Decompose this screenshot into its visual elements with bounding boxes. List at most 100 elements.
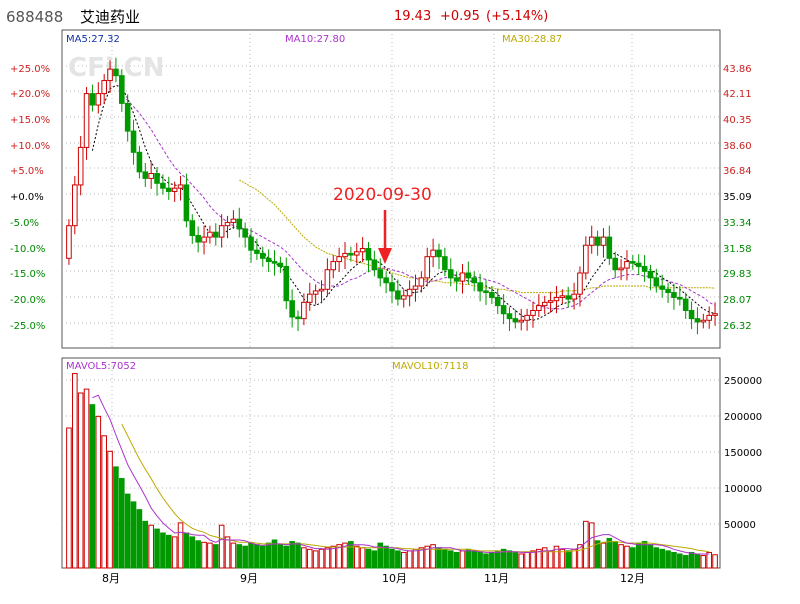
y-right-label: 31.58 xyxy=(723,244,752,255)
volume-bar xyxy=(142,520,149,569)
candle xyxy=(189,214,196,244)
candle xyxy=(359,237,366,263)
y-right-label: 36.84 xyxy=(723,166,752,177)
candle xyxy=(506,307,513,332)
volume-bar xyxy=(583,520,589,569)
volume-bar xyxy=(183,532,190,569)
candle xyxy=(236,207,243,238)
volume-bar xyxy=(77,392,84,569)
candle xyxy=(512,309,519,329)
candle xyxy=(312,284,319,305)
stock-change-pct: (+5.14%) xyxy=(486,9,548,24)
y-left-label: -25.0% xyxy=(10,321,45,332)
volume-bar xyxy=(353,545,360,569)
stock-change: +0.95 xyxy=(440,9,480,24)
volume-bar xyxy=(113,466,119,569)
vol-y-label: 100000 xyxy=(724,484,762,495)
volume-bar xyxy=(430,544,436,569)
volume-bar xyxy=(324,547,331,569)
candle xyxy=(665,282,671,303)
candle xyxy=(659,274,665,298)
candle xyxy=(518,308,525,331)
volume-bar xyxy=(330,545,337,569)
volume-bar xyxy=(477,551,483,569)
candle xyxy=(230,210,237,229)
candle xyxy=(700,313,707,329)
vol-y-label: 50000 xyxy=(724,520,756,531)
volume-bar xyxy=(236,544,243,569)
volume-bar xyxy=(618,544,624,569)
volume-bar xyxy=(189,536,196,569)
volume-bar xyxy=(177,522,184,569)
candle xyxy=(630,255,636,270)
candle xyxy=(77,136,84,196)
candle xyxy=(289,289,295,328)
candle xyxy=(89,84,96,112)
y-axis-right: 43.86 42.11 40.35 38.60 36.84 35.09 33.3… xyxy=(723,64,752,332)
candle xyxy=(682,292,689,319)
candle xyxy=(547,291,554,313)
volume-bar xyxy=(212,544,219,569)
candle xyxy=(494,288,501,315)
volume-bar xyxy=(224,536,231,569)
volume-bar xyxy=(489,551,495,569)
y-right-label: 38.60 xyxy=(723,141,752,152)
candle xyxy=(618,259,624,281)
candle xyxy=(148,162,154,189)
volume-bars xyxy=(66,373,718,569)
volume-bar xyxy=(453,551,460,569)
volume-bar xyxy=(154,528,160,569)
candle xyxy=(536,294,542,318)
volume-bar xyxy=(101,435,107,569)
candle xyxy=(265,249,272,273)
candle xyxy=(465,261,472,285)
volume-bar xyxy=(406,550,413,569)
candle xyxy=(436,243,442,270)
volume-bar xyxy=(83,388,90,569)
y-left-label: +15.0% xyxy=(10,115,50,126)
volume-bar xyxy=(383,545,389,569)
ma10-line xyxy=(121,96,716,310)
candle xyxy=(447,258,454,287)
candle xyxy=(177,175,184,201)
legend-ma10: MA10:27.80 xyxy=(285,34,345,45)
volume-bar xyxy=(459,550,466,569)
candle xyxy=(641,255,648,282)
volume-bar xyxy=(436,547,442,569)
candle xyxy=(130,119,137,165)
volume-y-axis: 250000 200000 150000 100000 50000 xyxy=(724,376,762,531)
y-left-label: -10.0% xyxy=(10,244,45,255)
volume-bar xyxy=(659,548,665,569)
y-right-label: 26.32 xyxy=(723,321,752,332)
volume-bar xyxy=(301,547,307,569)
candle xyxy=(418,271,425,293)
y-left-label: +5.0% xyxy=(10,166,44,177)
candle xyxy=(612,251,618,279)
candle xyxy=(606,225,613,265)
stock-code: 688488 xyxy=(6,8,63,26)
volume-bar xyxy=(277,544,284,569)
y-left-label: +25.0% xyxy=(10,64,50,75)
candle xyxy=(248,228,254,263)
candle xyxy=(712,302,718,326)
candle xyxy=(530,301,536,328)
candle xyxy=(254,238,260,260)
volume-bar xyxy=(442,548,448,569)
candle xyxy=(218,214,225,248)
candle xyxy=(66,219,72,265)
volume-bar xyxy=(348,541,354,569)
y-left-label: +20.0% xyxy=(10,89,50,100)
volume-bar xyxy=(371,550,378,569)
volume-bar xyxy=(318,548,325,569)
volume-bar xyxy=(306,548,313,569)
volume-bar xyxy=(242,545,248,569)
candlesticks xyxy=(66,57,718,335)
candle xyxy=(577,266,583,307)
volume-bar xyxy=(524,551,530,569)
y-right-label: 35.09 xyxy=(723,192,752,203)
legend-mavol10: MAVOL10:7118 xyxy=(392,361,468,372)
volume-bar xyxy=(72,373,78,569)
candle xyxy=(583,236,589,280)
candle xyxy=(124,94,131,142)
